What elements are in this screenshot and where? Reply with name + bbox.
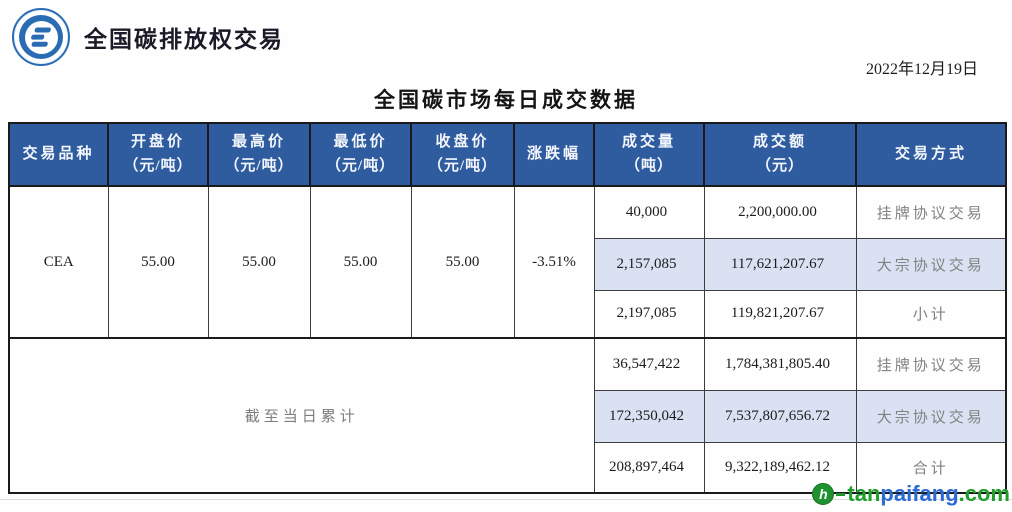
page-divider xyxy=(0,499,1012,500)
cell-volume: 2,157,085 xyxy=(593,237,705,291)
cell-method: 小计 xyxy=(855,289,1007,339)
cell-method: 大宗协议交易 xyxy=(855,237,1007,291)
cell-amount: 119,821,207.67 xyxy=(703,289,857,339)
brand-title: 全国碳排放权交易 xyxy=(84,27,284,52)
page-title: 全国碳市场每日成交数据 xyxy=(374,88,638,112)
logo-ring xyxy=(19,15,63,59)
cell-amount: 2,200,000.00 xyxy=(703,185,857,239)
table-row-cumulative-listed: 截至当日累计 36,547,422 1,784,381,805.40 挂牌协议交… xyxy=(8,337,1007,494)
carbon-exchange-logo-icon xyxy=(12,8,70,66)
cell-method: 挂牌协议交易 xyxy=(855,337,1007,391)
cell-volume: 172,350,042 xyxy=(593,389,705,443)
watermark-link[interactable]: h tan paifang .com xyxy=(812,481,1010,507)
cell-low: 55.00 xyxy=(309,185,412,339)
cell-product: CEA xyxy=(8,185,109,339)
watermark-text-part2: paifang xyxy=(880,481,959,506)
table-row-daily-subtotal: 2,197,085 119,821,207.67 小计 xyxy=(9,289,1007,339)
cell-amount: 7,537,807,656.72 xyxy=(703,389,857,443)
cell-volume: 2,197,085 xyxy=(593,289,705,339)
logo-core xyxy=(24,20,58,54)
cell-method: 合计 xyxy=(855,441,1007,494)
tanpaifang-logo-icon: h xyxy=(812,483,835,505)
watermark-text-part3: .com xyxy=(958,481,1010,506)
cell-amount: 9,322,189,462.12 xyxy=(703,441,857,494)
cell-high: 55.00 xyxy=(207,185,311,339)
cell-open: 55.00 xyxy=(107,185,209,339)
cell-amount: 117,621,207.67 xyxy=(703,237,857,291)
watermark-dash xyxy=(836,492,846,496)
col-header-close: 收盘价 （元/吨） xyxy=(410,122,515,187)
col-header-high: 最高价 （元/吨） xyxy=(207,122,311,187)
watermark-text-part1: tan xyxy=(847,481,881,506)
table-row-daily-listed: CEA 55.00 55.00 55.00 55.00 -3.51% 40,00… xyxy=(8,185,1007,339)
col-header-low: 最低价 （元/吨） xyxy=(309,122,412,187)
cell-amount: 1,784,381,805.40 xyxy=(703,337,857,391)
table-row-daily-block: 2,157,085 117,621,207.67 大宗协议交易 xyxy=(9,237,1007,291)
col-header-method: 交易方式 xyxy=(855,122,1007,187)
col-header-open: 开盘价 （元/吨） xyxy=(107,122,209,187)
table-row-cumulative-block: 172,350,042 7,537,807,656.72 大宗协议交易 xyxy=(9,389,1007,443)
cell-method: 大宗协议交易 xyxy=(855,389,1007,443)
cell-volume: 40,000 xyxy=(593,185,705,239)
col-header-change: 涨跌幅 xyxy=(513,122,595,187)
cell-method: 挂牌协议交易 xyxy=(855,185,1007,239)
logo-e-glyph xyxy=(31,27,51,47)
cell-volume: 36,547,422 xyxy=(593,337,705,391)
col-header-amount: 成交额 （元） xyxy=(703,122,857,187)
cell-close: 55.00 xyxy=(410,185,515,339)
col-header-product: 交易品种 xyxy=(8,122,109,187)
daily-trading-table: 交易品种 开盘价 （元/吨） 最高价 （元/吨） 最低价 （元/吨） 收盘价 （元/吨）… xyxy=(8,122,1007,494)
table-row-cumulative-total: 208,897,464 9,322,189,462.12 合计 xyxy=(9,441,1007,494)
cell-change: -3.51% xyxy=(513,185,595,339)
report-date: 2022年12月19日 xyxy=(865,61,978,78)
cell-cumulative-label: 截至当日累计 xyxy=(8,337,595,494)
cell-volume: 208,897,464 xyxy=(593,441,705,494)
brand: 全国碳排放权交易 xyxy=(12,8,284,66)
table-header-row: 交易品种 开盘价 （元/吨） 最高价 （元/吨） 最低价 （元/吨） 收盘价 （元/吨）… xyxy=(8,122,1007,187)
col-header-volume: 成交量 （吨） xyxy=(593,122,705,187)
